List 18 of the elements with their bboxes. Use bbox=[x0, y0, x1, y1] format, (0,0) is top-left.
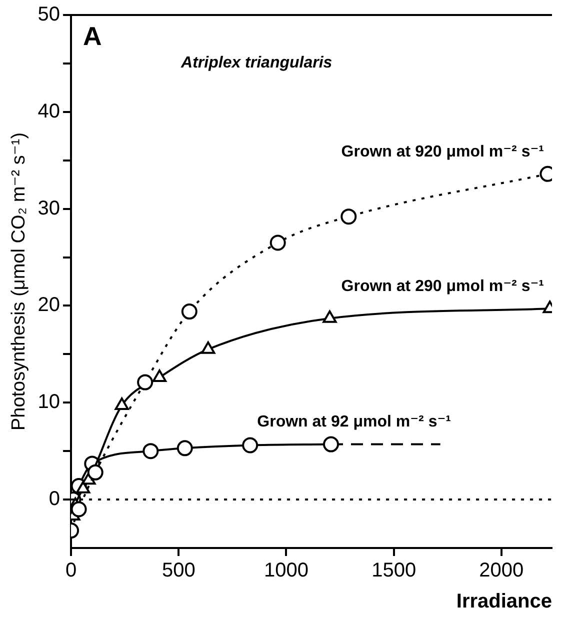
annotation: Atriplex triangularis bbox=[180, 54, 332, 72]
series-label: Grown at 290 μmol m⁻² s⁻¹ bbox=[341, 278, 544, 296]
y-tick-label: 30 bbox=[38, 197, 60, 220]
y-tick-label: 40 bbox=[38, 100, 60, 122]
x-tick-label: 2000 bbox=[479, 560, 524, 582]
x-axis-title: Irradiance bbox=[456, 590, 552, 613]
y-tick-label: 10 bbox=[38, 391, 60, 414]
y-tick-label: 20 bbox=[38, 294, 60, 316]
y-tick-label: 0 bbox=[48, 488, 60, 510]
annotation: A bbox=[83, 21, 102, 52]
x-tick-label: 0 bbox=[65, 560, 77, 582]
y-axis-title: Photosynthesis (μmol CO₂ m⁻² s⁻¹) bbox=[8, 132, 30, 431]
x-tick-label: 1500 bbox=[372, 560, 416, 582]
series-label: Grown at 92 μmol m⁻² s⁻¹ bbox=[257, 414, 451, 431]
y-tick-label: 50 bbox=[38, 4, 60, 26]
x-tick-label: 500 bbox=[162, 560, 196, 582]
x-tick-label: 1000 bbox=[264, 560, 308, 582]
series-label: Grown at 920 μmol m⁻² s⁻¹ bbox=[341, 143, 544, 160]
